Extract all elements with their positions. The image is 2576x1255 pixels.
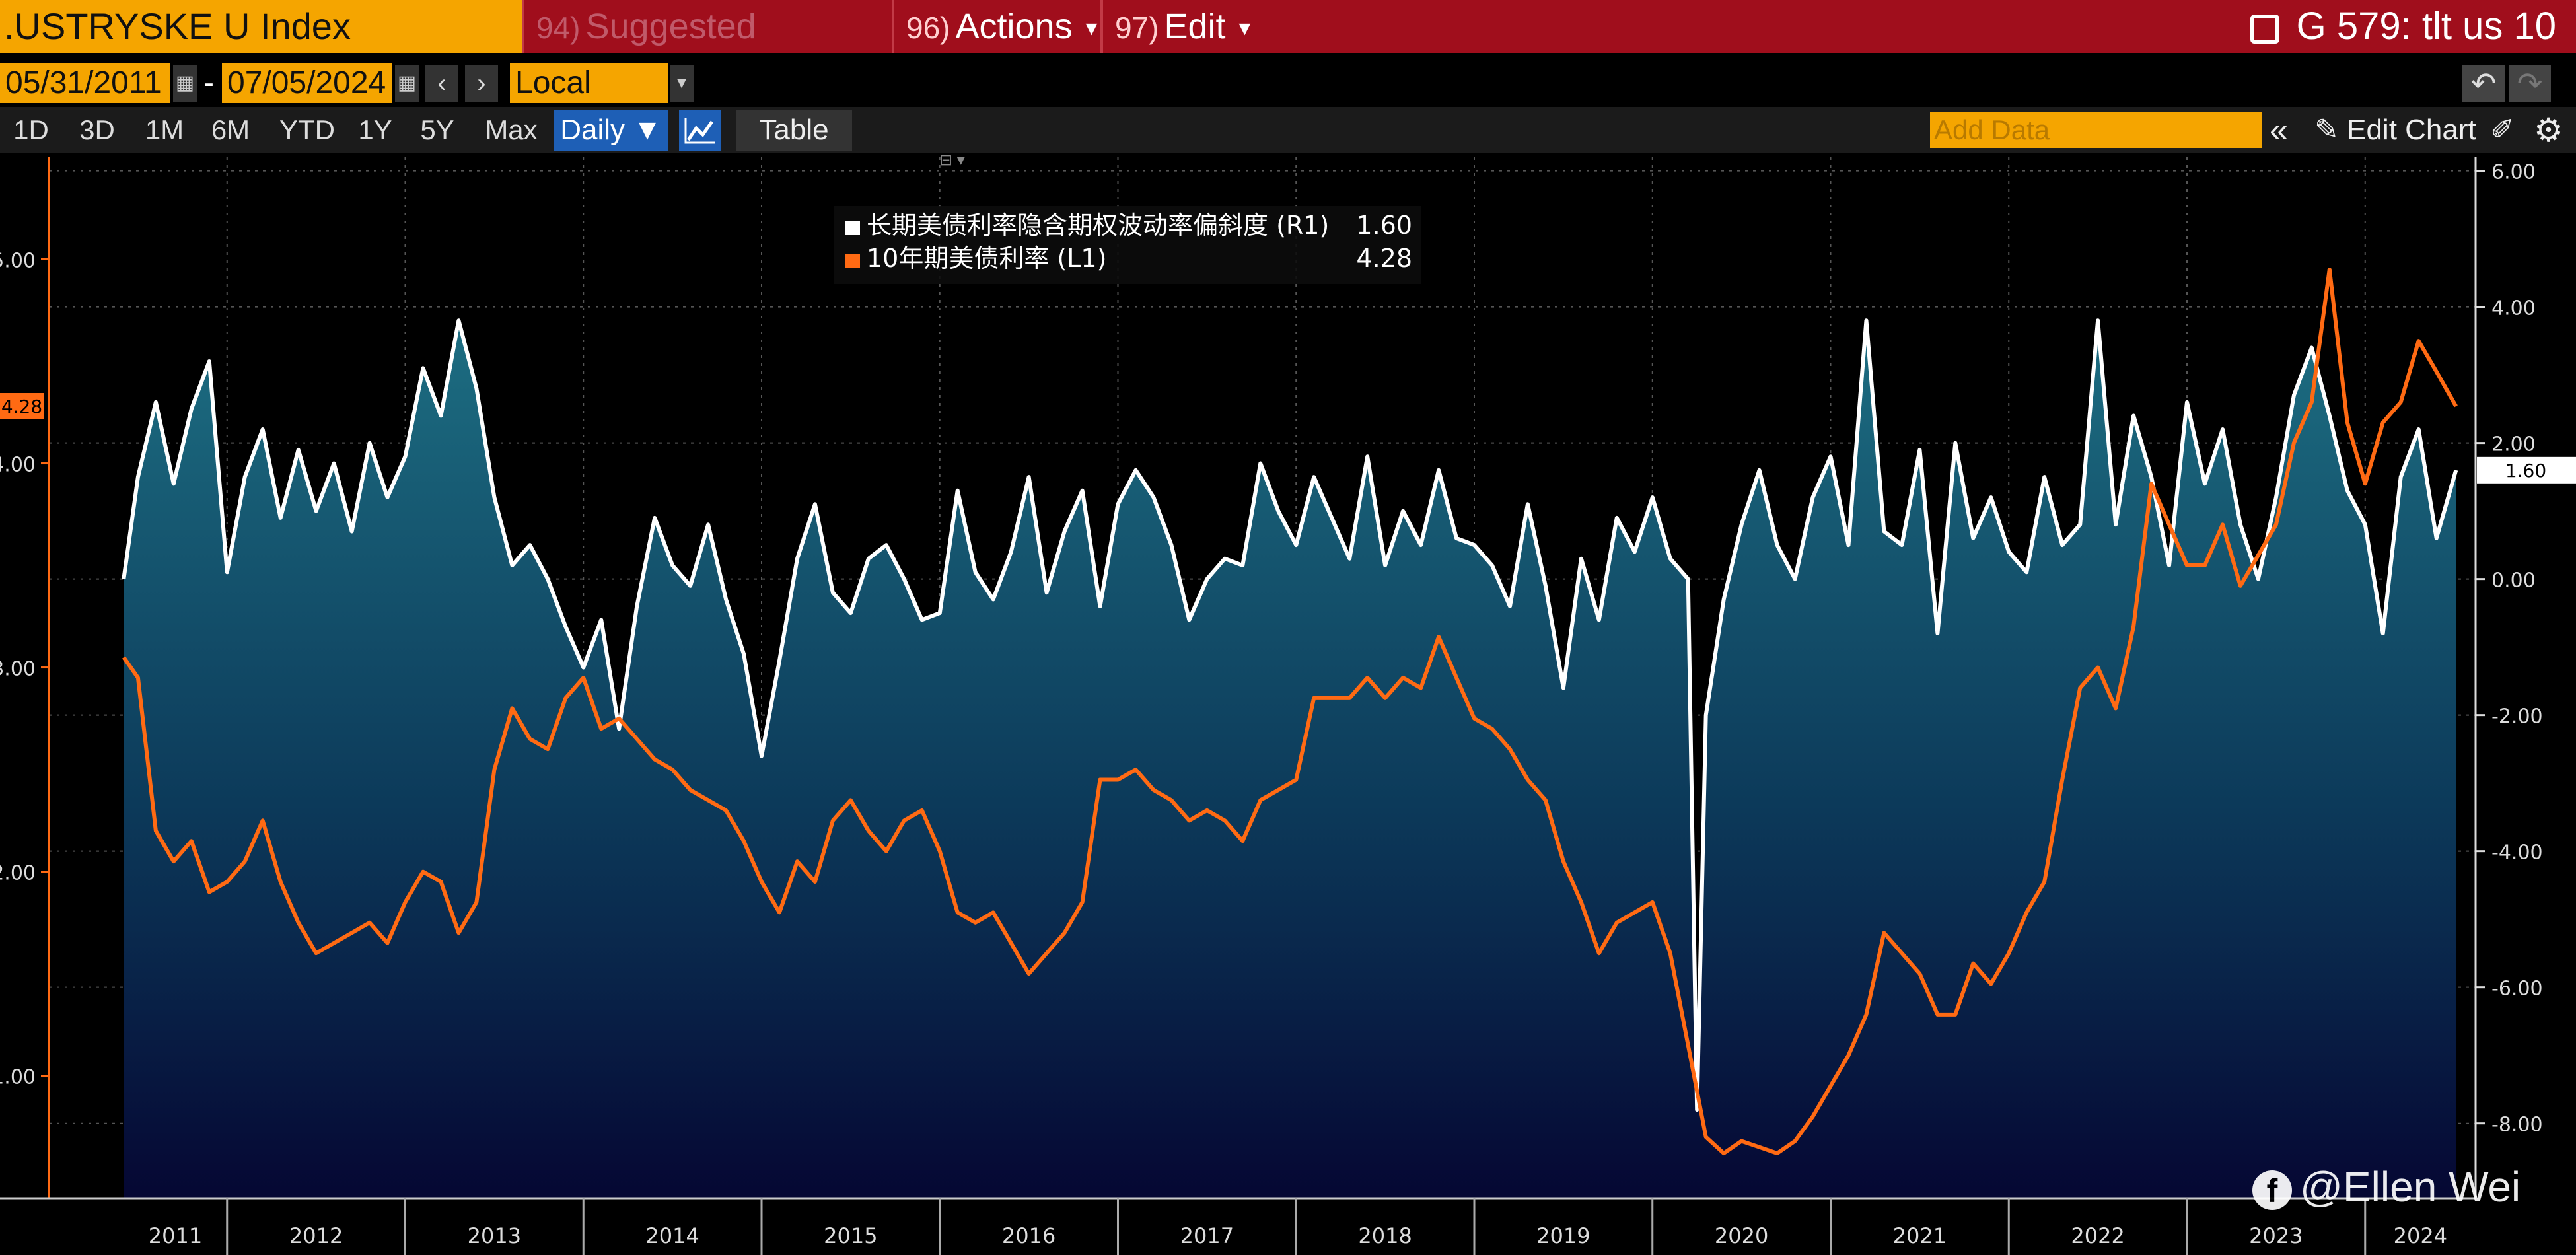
- right-tick-label: -4.00: [2491, 842, 2543, 865]
- chevron-down-icon[interactable]: ▼: [670, 65, 694, 102]
- next-period-button[interactable]: ›: [465, 65, 498, 102]
- legend-swatch-orange: [845, 254, 860, 268]
- left-tick-label: 5.00: [0, 250, 36, 273]
- left-tick-label: 2.00: [0, 862, 36, 885]
- legend-label-skew: 长期美债利率隐含期权波动率偏斜度 (R1): [867, 211, 1329, 240]
- x-tick-label: 2021: [1893, 1223, 1947, 1248]
- period-1d[interactable]: 1D: [13, 114, 49, 145]
- right-tick-label: -8.00: [2491, 1114, 2543, 1137]
- right-tick-label: -6.00: [2491, 978, 2543, 1001]
- right-tick-label: 6.00: [2491, 161, 2536, 184]
- facebook-icon: f: [2252, 1170, 2292, 1211]
- graph-title[interactable]: G 579: tlt us 10: [2250, 0, 2556, 53]
- right-last-value-text: 1.60: [2505, 460, 2546, 482]
- left-tick-label: 3.00: [0, 658, 36, 681]
- right-tick-label: 2.00: [2491, 433, 2536, 456]
- x-tick-label: 2017: [1180, 1223, 1234, 1248]
- annotate-icon[interactable]: ✐: [2490, 114, 2515, 146]
- x-tick-label: 2018: [1358, 1223, 1412, 1248]
- x-tick-label: 2011: [149, 1223, 202, 1248]
- x-tick-label: 2020: [1715, 1223, 1768, 1248]
- right-tick-label: 4.00: [2491, 297, 2536, 320]
- legend-label-yield: 10年期美债利率 (L1): [867, 244, 1106, 273]
- x-tick-label: 2024: [2394, 1223, 2447, 1248]
- external-link-icon[interactable]: [2250, 14, 2279, 44]
- menu-label: Actions: [955, 7, 1073, 46]
- x-tick-label: 2023: [2249, 1223, 2303, 1248]
- edit-menu[interactable]: 97) Edit ▼: [1100, 0, 1259, 53]
- x-tick-label: 2013: [468, 1223, 521, 1248]
- suggested-charts-menu[interactable]: 94)Suggested Charts▼: [522, 0, 892, 100]
- period-ytd[interactable]: YTD: [279, 114, 335, 145]
- frequency-select[interactable]: Daily ▼: [554, 110, 668, 151]
- series-line-skew: [122, 318, 2458, 1112]
- menu-number: 97): [1115, 11, 1159, 45]
- x-tick-label: 2015: [824, 1223, 877, 1248]
- redo-button[interactable]: ↷: [2509, 65, 2551, 102]
- legend-box: 长期美债利率隐含期权波动率偏斜度 (R1) 1.60 10年期美债利率 (L1)…: [834, 206, 1421, 284]
- period-1m[interactable]: 1M: [145, 114, 184, 145]
- left-last-value-text: 4.28: [1, 396, 42, 417]
- legend-swatch-white: [845, 221, 860, 235]
- date-separator: -: [203, 65, 214, 100]
- period-max[interactable]: Max: [485, 114, 538, 145]
- end-date-field[interactable]: 07/05/2024: [222, 63, 392, 103]
- menu-number: 96): [906, 11, 950, 45]
- ticker-field[interactable]: .USTRYSKE U Index: [0, 0, 522, 53]
- calendar-icon[interactable]: ▦: [395, 65, 419, 102]
- edit-chart-label: Edit Chart: [2347, 114, 2476, 146]
- calendar-icon[interactable]: ▦: [173, 65, 197, 102]
- period-3d[interactable]: 3D: [79, 114, 115, 145]
- period-1y[interactable]: 1Y: [358, 114, 392, 145]
- graph-title-text: G 579: tlt us 10: [2296, 5, 2556, 48]
- axes: 1.00 2.00 3.00 4.00 5.00 -8.00 -6.00 -4.00 -2.00…: [0, 157, 2576, 1255]
- date-range-row: 05/31/2011 ▦ - 07/05/2024 ▦ ‹ › Local CC…: [0, 59, 2576, 140]
- pencil-icon: ✎: [2314, 114, 2339, 146]
- start-date-field[interactable]: 05/31/2011: [0, 63, 170, 103]
- add-data-input[interactable]: Add Data: [1930, 112, 2262, 148]
- legend-value-skew: 1.60: [1356, 211, 1412, 240]
- x-tick-label: 2022: [2071, 1223, 2124, 1248]
- menu-label: Edit: [1164, 7, 1226, 46]
- right-tick-label: -2.00: [2491, 705, 2543, 729]
- undo-button[interactable]: ↶: [2462, 65, 2505, 102]
- legend-value-yield: 4.28: [1356, 244, 1412, 273]
- menu-number: 94): [536, 11, 581, 45]
- period-toolbar: 1D 3D 1M 6M YTD 1Y 5Y Max Daily ▼ Table …: [0, 107, 2576, 153]
- right-last-value-tag: [2477, 456, 2576, 484]
- legend-toggle-icon[interactable]: ⊟ ▾: [939, 153, 965, 169]
- left-tick-label: 1.00: [0, 1066, 36, 1089]
- x-tick-label: 2014: [645, 1223, 699, 1248]
- line-chart-icon[interactable]: [679, 110, 721, 151]
- chart-area: 1.00 2.00 3.00 4.00 5.00 -8.00 -6.00 -4.00 -2.00…: [0, 153, 2576, 1255]
- chevron-down-icon: ▼: [1081, 17, 1102, 40]
- chevron-down-icon: ▼: [1234, 17, 1255, 40]
- period-6m[interactable]: 6M: [211, 114, 250, 145]
- currency-select[interactable]: Local CCY: [510, 63, 668, 140]
- series-layer: [122, 268, 2458, 1155]
- x-tick-label: 2012: [289, 1223, 343, 1248]
- actions-menu[interactable]: 96) Actions ▼: [892, 0, 1102, 53]
- table-button[interactable]: Table: [736, 110, 852, 151]
- top-header-bar: .USTRYSKE U Index 94)Suggested Charts▼ 9…: [0, 0, 2576, 100]
- x-tick-label: 2019: [1536, 1223, 1590, 1248]
- edit-chart-button[interactable]: ✎ Edit Chart: [2314, 107, 2476, 153]
- x-tick-label: 2016: [1002, 1223, 1055, 1248]
- watermark: f @Ellen Wei: [2252, 1163, 2521, 1211]
- gear-icon[interactable]: ⚙: [2534, 112, 2563, 149]
- watermark-text: @Ellen Wei: [2300, 1163, 2521, 1211]
- series-line-yield: [122, 268, 2458, 1155]
- prev-period-button[interactable]: ‹: [425, 65, 458, 102]
- collapse-icon[interactable]: «: [2270, 112, 2288, 149]
- left-tick-label: 4.00: [0, 454, 36, 477]
- period-5y[interactable]: 5Y: [420, 114, 454, 145]
- right-tick-label: 0.00: [2491, 569, 2536, 592]
- left-last-value-tag: [0, 393, 44, 420]
